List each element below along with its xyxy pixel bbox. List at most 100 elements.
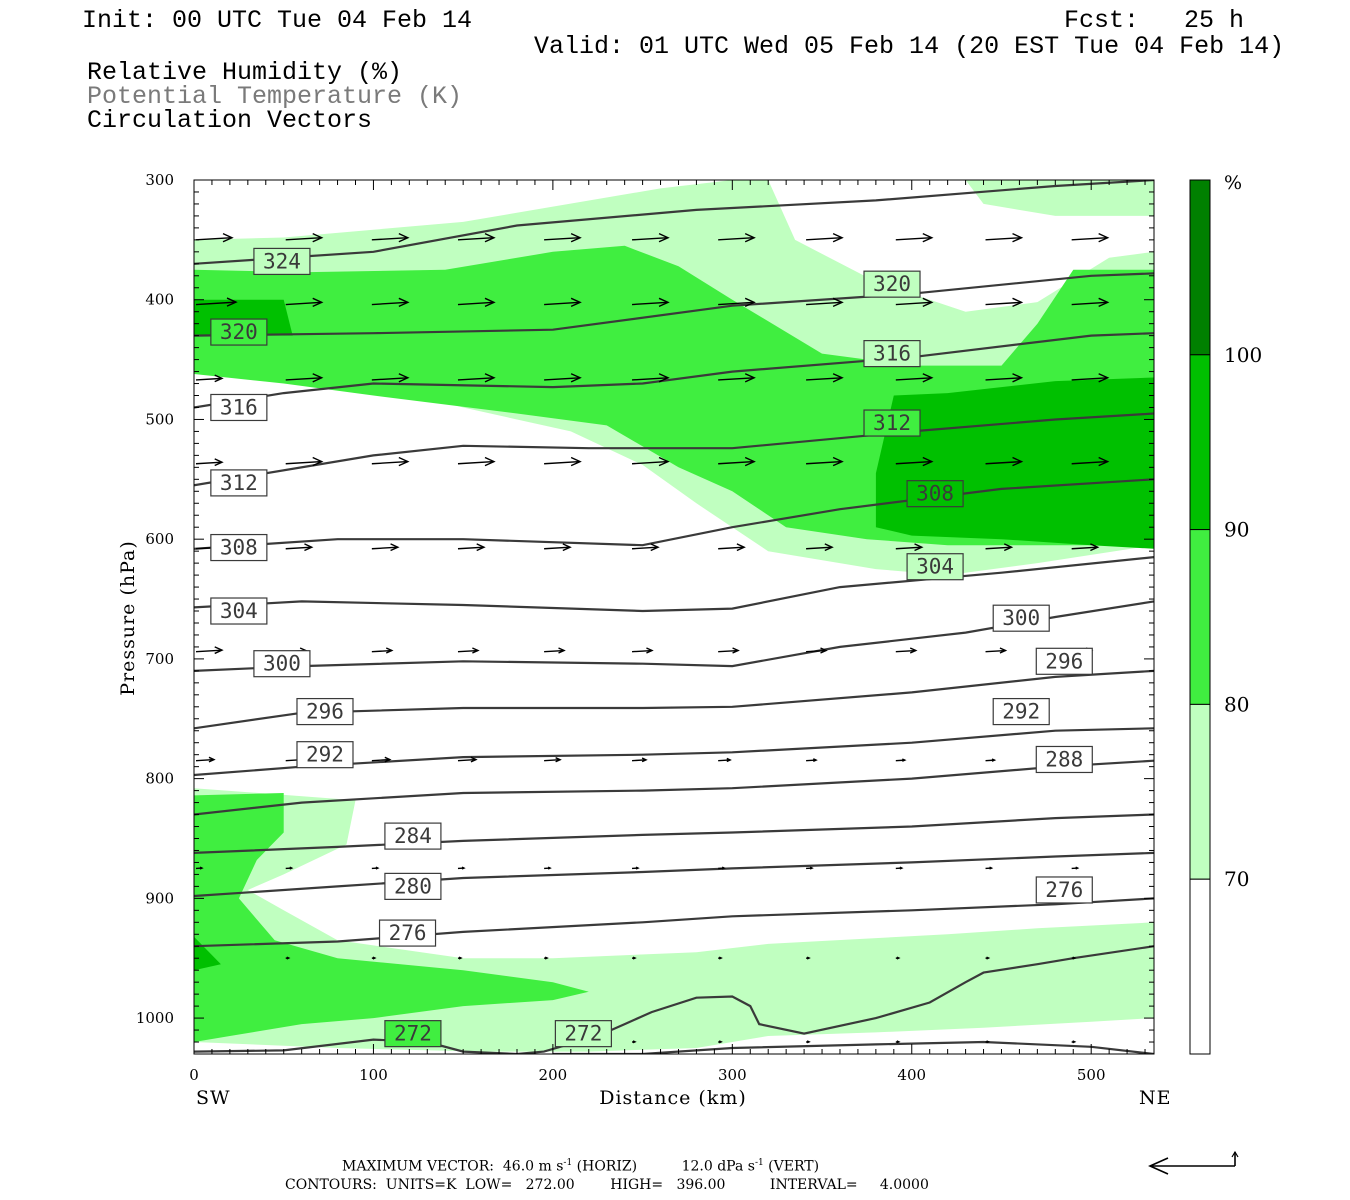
theta-label-288: 288 <box>1035 745 1093 774</box>
vector-arrow <box>544 297 582 308</box>
theta-label-272: 272 <box>384 1020 442 1048</box>
theta-label-text: 300 <box>263 652 301 676</box>
vector-arrow <box>895 456 934 467</box>
y-tick-label: 1000 <box>136 1009 174 1027</box>
legend-vectors: Circulation Vectors <box>87 106 373 135</box>
vector-arrow <box>457 297 496 308</box>
contours-info: CONTOURS: UNITS=K LOW= 272.00 HIGH= 396.… <box>285 1177 929 1193</box>
y-axis-title: Pressure (hPa) <box>117 540 139 696</box>
theta-contour-308 <box>194 478 1154 550</box>
vector-arrow <box>544 543 572 552</box>
vector-arrow <box>195 866 204 870</box>
vector-arrow <box>1071 456 1110 467</box>
vector-arrow <box>371 456 410 467</box>
vector-arrow <box>806 543 834 552</box>
colorbar-level-label: 90 <box>1224 518 1249 542</box>
vector-arrow <box>631 1040 637 1044</box>
theta-contour-288 <box>194 759 1154 816</box>
vector-arrow <box>631 373 670 383</box>
colorbar-level-label: 100 <box>1224 343 1262 367</box>
vector-arrow <box>371 297 410 308</box>
vector-arrow <box>544 373 582 383</box>
vector-arrow <box>806 758 818 762</box>
vector-arrow <box>457 543 486 552</box>
vector-arrow <box>718 233 756 243</box>
theta-label-text: 292 <box>1002 700 1040 724</box>
rh-region-80-6 <box>194 793 589 1042</box>
vector-arrow <box>1071 543 1100 552</box>
vector-arrow <box>285 456 324 467</box>
vector-arrow <box>895 956 901 960</box>
vector-arrow <box>631 297 670 308</box>
circulation-vectors <box>195 233 1110 1044</box>
vector-arrow <box>457 956 463 960</box>
theta-contour-272 <box>194 945 1154 1054</box>
colorbar-segment <box>1189 703 1211 880</box>
theta-label-text: 276 <box>389 921 427 945</box>
colorbar-segment <box>1189 878 1211 1055</box>
theta-label-300: 300 <box>992 604 1050 632</box>
theta-label-308: 308 <box>906 480 964 508</box>
vector-arrow <box>895 373 934 383</box>
theta-label-276: 276 <box>378 919 437 947</box>
vector-arrow <box>457 373 496 383</box>
theta-label-304: 304 <box>210 597 268 625</box>
vector-arrow <box>544 757 562 763</box>
vector-arrow <box>1071 866 1080 870</box>
theta-label-304: 304 <box>906 553 964 581</box>
vector-arrow <box>718 757 732 763</box>
theta-label-316: 316 <box>210 393 268 422</box>
theta-label-text: 308 <box>220 536 258 560</box>
vector-arrow <box>985 543 1014 552</box>
theta-label-text: 324 <box>263 249 301 273</box>
vector-arrow <box>1071 297 1110 308</box>
theta-label-292: 292 <box>296 741 354 769</box>
vector-arrow <box>985 866 994 870</box>
y-tick-label: 700 <box>145 650 174 668</box>
theta-label-text: 292 <box>306 743 344 767</box>
vector-arrow <box>895 866 904 870</box>
vector-arrow <box>985 758 997 762</box>
colorbar-segment <box>1189 179 1211 356</box>
vector-arrow <box>457 456 496 467</box>
vector-arrow <box>985 647 1008 654</box>
theta-label-320: 320 <box>863 270 921 298</box>
vector-arrow <box>1071 233 1110 243</box>
vector-arrow <box>285 956 291 960</box>
theta-label-text: 296 <box>306 700 344 724</box>
y-tick-label: 600 <box>145 530 174 548</box>
vector-arrow <box>895 1040 901 1044</box>
vector-arrow <box>806 456 844 467</box>
vector-arrow <box>195 297 238 307</box>
theta-label-312: 312 <box>863 409 921 437</box>
theta-contour-324 <box>194 180 1154 265</box>
theta-label-text: 320 <box>220 320 258 344</box>
vector-arrow <box>371 647 394 654</box>
theta-label-320: 320 <box>210 318 268 346</box>
vector-arrow <box>631 956 637 960</box>
y-tick-label: 300 <box>145 171 174 189</box>
y-tick-label: 400 <box>145 291 174 309</box>
vector-arrow <box>1071 373 1110 383</box>
vector-arrow <box>631 866 640 870</box>
theta-label-296: 296 <box>296 697 354 726</box>
reference-vector-arrow <box>1148 1150 1239 1175</box>
y-tick-label: 900 <box>145 889 174 907</box>
vector-arrow <box>806 297 844 308</box>
vector-arrow <box>285 866 294 870</box>
theta-contour-304 <box>194 556 1154 613</box>
x-tick-label: 200 <box>539 1066 568 1084</box>
y-tick-label: 500 <box>145 410 174 428</box>
theta-label-text: 272 <box>394 1022 432 1046</box>
theta-label-text: 300 <box>1002 606 1040 630</box>
vector-arrow <box>985 373 1024 383</box>
theta-label-text: 272 <box>564 1022 602 1046</box>
theta-label-text: 312 <box>220 471 258 495</box>
axes: 300 400 500 600 700 800 900 1000 0 100 200 300 400 50… <box>136 171 1154 1084</box>
init-time: Init: 00 UTC Tue 04 Feb 14 <box>82 6 473 35</box>
theta-label-text: 296 <box>1045 649 1083 673</box>
vector-arrow <box>718 456 756 467</box>
vector-arrow <box>718 297 756 308</box>
vector-arrow <box>718 866 726 870</box>
vector-arrow <box>718 647 740 654</box>
